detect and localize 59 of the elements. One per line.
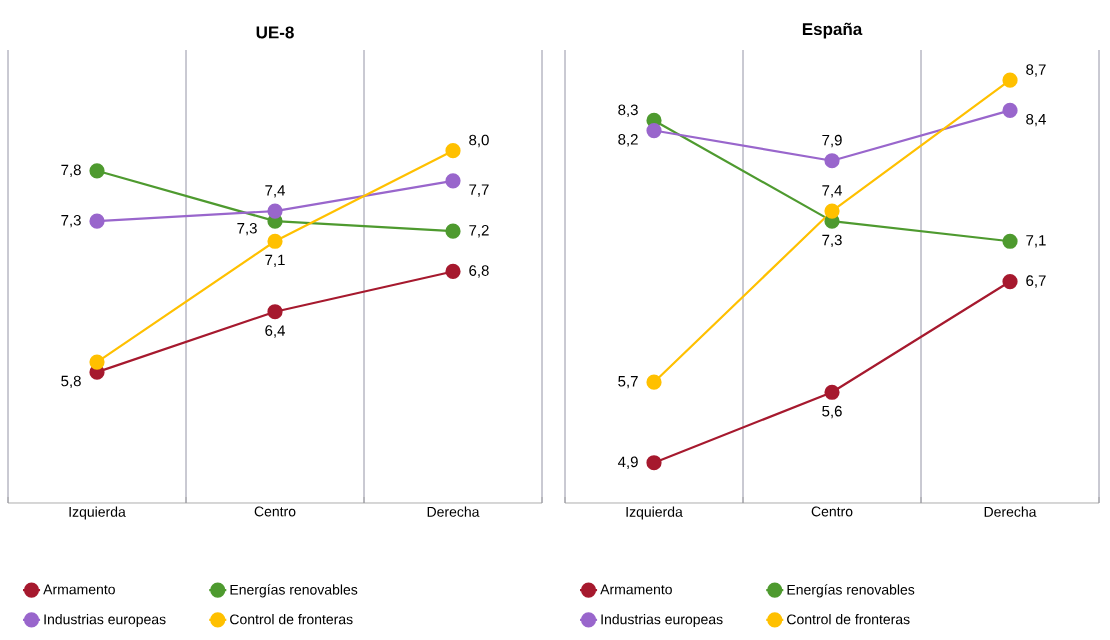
data-label: 8,0	[469, 134, 489, 148]
point	[1002, 102, 1018, 118]
point	[445, 173, 461, 189]
x-tick-label: Izquierda	[626, 506, 683, 520]
point	[1002, 233, 1018, 249]
data-label: 7,7	[469, 184, 489, 197]
x-tick-label: Centro	[811, 506, 853, 517]
point	[445, 143, 461, 159]
data-label: 8,3	[618, 104, 638, 117]
point	[445, 223, 461, 239]
point	[1002, 273, 1018, 290]
x-tick-label: Centro	[254, 506, 296, 517]
legend-label: Industrias europeas	[44, 614, 166, 628]
point	[646, 455, 662, 471]
data-label: 7,8	[61, 164, 81, 177]
legend-label: Control de fronteras	[787, 614, 910, 625]
point	[89, 354, 105, 370]
point	[445, 263, 461, 280]
data-label: 7,3	[822, 234, 842, 248]
data-label: 8,7	[1026, 64, 1046, 77]
data-label: 7,9	[822, 134, 842, 148]
x-tick-label: Derecha	[984, 506, 1037, 517]
data-label: 5,6	[822, 405, 842, 419]
legend-label: Industrias europeas	[601, 614, 723, 628]
data-label: 8,4	[1026, 113, 1046, 127]
data-label: 7,4	[265, 185, 285, 198]
point	[646, 374, 662, 390]
point	[89, 213, 105, 229]
data-label: 4,9	[617, 456, 638, 469]
point	[1002, 72, 1018, 88]
x-tick-label: Derecha	[427, 506, 480, 517]
data-label: 5,8	[61, 375, 81, 389]
data-label: 7,1	[1026, 235, 1046, 248]
data-label: 8,2	[618, 134, 638, 147]
point	[267, 203, 283, 219]
legend-label: Armamento	[43, 584, 115, 595]
point	[824, 153, 840, 169]
legend-label: Energías renovables	[787, 584, 915, 598]
data-label: 5,7	[618, 376, 638, 389]
point	[267, 233, 283, 249]
legend-label: Armamento	[600, 584, 672, 595]
x-tick-label: Izquierda	[69, 506, 126, 520]
data-label: 6,4	[265, 325, 285, 338]
data-label: 7,3	[237, 222, 257, 236]
point	[267, 304, 283, 320]
data-label: 7,3	[61, 214, 81, 228]
data-label: 7,1	[265, 254, 285, 268]
data-label: 6,7	[1026, 275, 1046, 288]
data-label: 6,8	[469, 265, 489, 278]
chart-title: UE-8	[256, 26, 294, 39]
point	[89, 163, 105, 179]
data-label: 7,4	[822, 185, 842, 198]
legend-label: Control de fronteras	[230, 614, 353, 625]
point	[824, 384, 840, 400]
point	[646, 122, 662, 139]
legend-label: Energías renovables	[230, 584, 358, 598]
chart-title: España	[802, 22, 863, 39]
point	[824, 203, 840, 219]
data-label: 7,2	[469, 225, 489, 238]
